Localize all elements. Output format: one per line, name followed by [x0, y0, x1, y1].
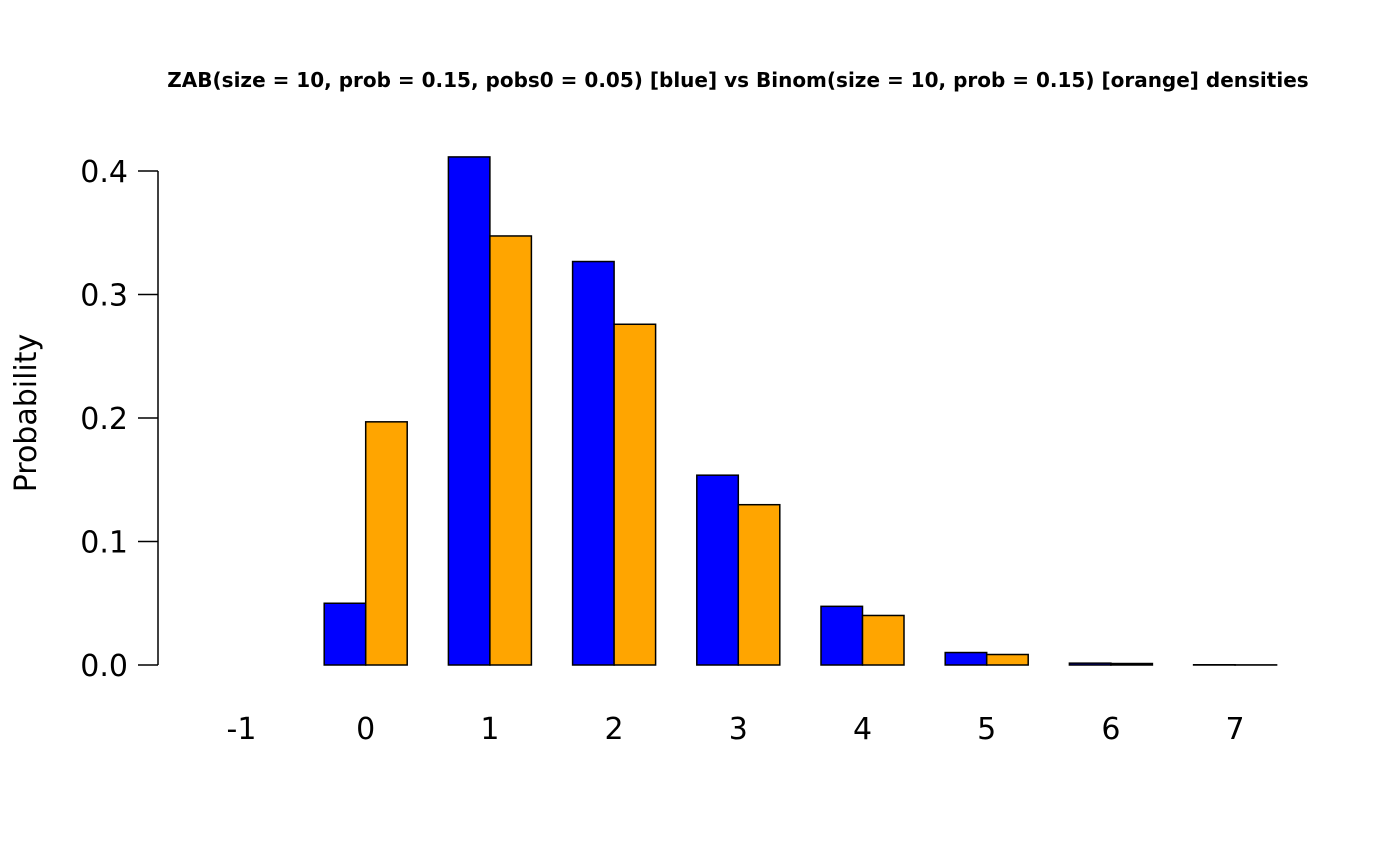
- x-tick-label: 4: [853, 712, 872, 747]
- y-tick-label: 0.2: [80, 402, 128, 437]
- x-tick-label: 0: [356, 712, 375, 747]
- y-tick-label: 0.3: [80, 279, 128, 314]
- bar-5-series-1: [944, 651, 988, 666]
- bar-1-series-1: [447, 156, 491, 666]
- x-tick-label: 7: [1226, 712, 1245, 747]
- x-tick-label: 1: [480, 712, 499, 747]
- x-tick-labels: -1 0 1 2 3 4 5 6 7: [227, 712, 1245, 747]
- x-tick-label: 6: [1101, 712, 1120, 747]
- bar-3-series-1: [696, 474, 740, 666]
- chart-title: ZAB(size = 10, prob = 0.15, pobs0 = 0.05…: [167, 68, 1308, 92]
- bars-group: [323, 156, 1278, 666]
- y-tick-label: 0.0: [80, 649, 128, 684]
- y-axis-label: Probability: [9, 334, 44, 493]
- x-tick-label: 2: [605, 712, 624, 747]
- bar-4-series-2: [861, 614, 905, 666]
- bar-3-series-2: [737, 503, 781, 666]
- bar-0-series-1: [323, 602, 367, 666]
- bar-0-series-2: [364, 421, 408, 666]
- bar-1-series-2: [489, 235, 533, 666]
- y-axis: 0.0 0.1 0.2 0.3 0.4: [80, 155, 159, 684]
- bar-6-series-1: [1068, 662, 1112, 666]
- bar-4-series-1: [820, 605, 864, 666]
- x-tick-label: -1: [227, 712, 257, 747]
- x-tick-label: 3: [729, 712, 748, 747]
- y-tick-label: 0.1: [80, 526, 128, 561]
- bar-2-series-1: [571, 260, 615, 666]
- x-tick-label: 5: [977, 712, 996, 747]
- bar-5-series-2: [985, 653, 1029, 666]
- bar-6-series-2: [1110, 662, 1154, 666]
- bar-2-series-2: [613, 323, 657, 666]
- y-tick-label: 0.4: [80, 155, 128, 190]
